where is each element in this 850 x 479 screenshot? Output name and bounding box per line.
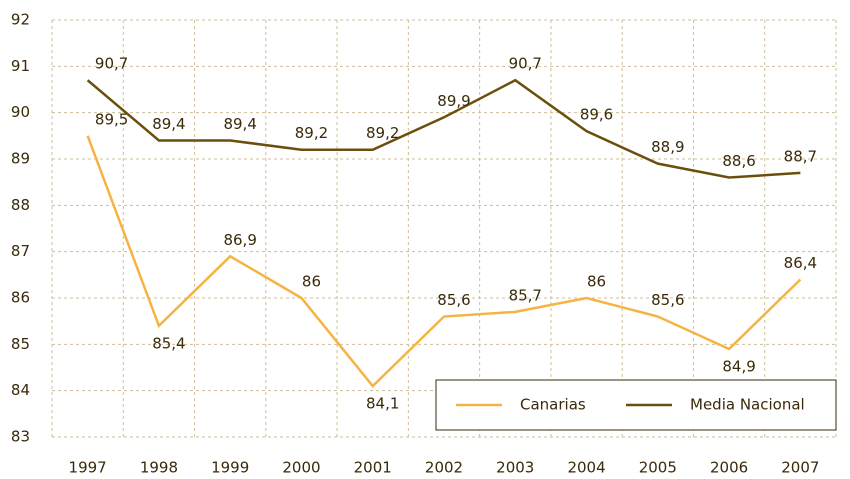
data-label: 86 bbox=[587, 273, 606, 291]
data-label: 89,9 bbox=[437, 92, 470, 110]
data-label: 89,5 bbox=[95, 110, 128, 128]
data-label: 86 bbox=[302, 273, 321, 291]
data-label: 89,2 bbox=[366, 124, 399, 142]
data-label: 85,6 bbox=[437, 291, 470, 309]
y-tick-label: 84 bbox=[11, 381, 30, 399]
data-label: 89,6 bbox=[580, 106, 613, 124]
y-tick-label: 90 bbox=[11, 103, 30, 121]
x-tick-label: 1998 bbox=[140, 459, 178, 477]
y-tick-label: 85 bbox=[11, 335, 30, 353]
data-label: 89,4 bbox=[223, 115, 256, 133]
x-tick-label: 2006 bbox=[710, 459, 748, 477]
x-tick-label: 2001 bbox=[354, 459, 392, 477]
y-tick-label: 86 bbox=[11, 289, 30, 307]
x-tick-label: 1999 bbox=[211, 459, 249, 477]
data-label: 88,9 bbox=[651, 138, 684, 156]
x-tick-label: 2007 bbox=[781, 459, 819, 477]
x-tick-label: 2005 bbox=[639, 459, 677, 477]
x-tick-label: 1997 bbox=[69, 459, 107, 477]
y-tick-label: 88 bbox=[11, 196, 30, 214]
y-tick-label: 89 bbox=[11, 150, 30, 168]
y-tick-label: 83 bbox=[11, 428, 30, 446]
data-label: 88,7 bbox=[784, 147, 817, 165]
y-tick-label: 91 bbox=[11, 57, 30, 75]
data-label: 85,7 bbox=[509, 286, 542, 304]
data-label: 84,9 bbox=[722, 357, 755, 375]
x-tick-label: 2002 bbox=[425, 459, 463, 477]
y-tick-label: 87 bbox=[11, 242, 30, 260]
x-tick-label: 2003 bbox=[496, 459, 534, 477]
data-label: 86,4 bbox=[784, 254, 817, 272]
data-label: 84,1 bbox=[366, 395, 399, 413]
data-label: 85,4 bbox=[152, 334, 185, 352]
data-label: 88,6 bbox=[722, 152, 755, 170]
x-tick-label: 2000 bbox=[282, 459, 320, 477]
x-tick-label: 2004 bbox=[567, 459, 605, 477]
legend-label: Canarias bbox=[520, 396, 586, 414]
data-label: 90,7 bbox=[95, 55, 128, 73]
series-line bbox=[86, 135, 802, 388]
data-label: 90,7 bbox=[509, 55, 542, 73]
legend-label: Media Nacional bbox=[690, 396, 805, 414]
data-label: 89,4 bbox=[152, 115, 185, 133]
data-label: 89,2 bbox=[295, 124, 328, 142]
series-line bbox=[86, 78, 801, 179]
y-tick-label: 92 bbox=[11, 11, 30, 29]
data-label: 86,9 bbox=[223, 231, 256, 249]
data-label: 85,6 bbox=[651, 291, 684, 309]
